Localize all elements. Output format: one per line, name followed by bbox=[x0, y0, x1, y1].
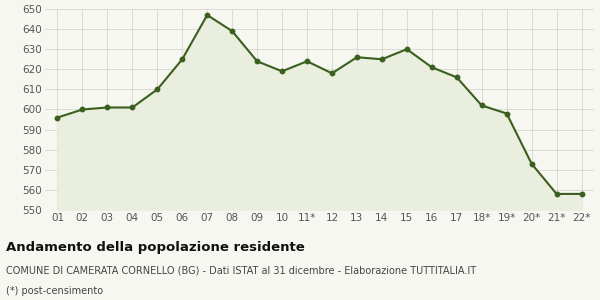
Text: COMUNE DI CAMERATA CORNELLO (BG) - Dati ISTAT al 31 dicembre - Elaborazione TUTT: COMUNE DI CAMERATA CORNELLO (BG) - Dati … bbox=[6, 266, 476, 275]
Text: Andamento della popolazione residente: Andamento della popolazione residente bbox=[6, 242, 305, 254]
Text: (*) post-censimento: (*) post-censimento bbox=[6, 286, 103, 296]
